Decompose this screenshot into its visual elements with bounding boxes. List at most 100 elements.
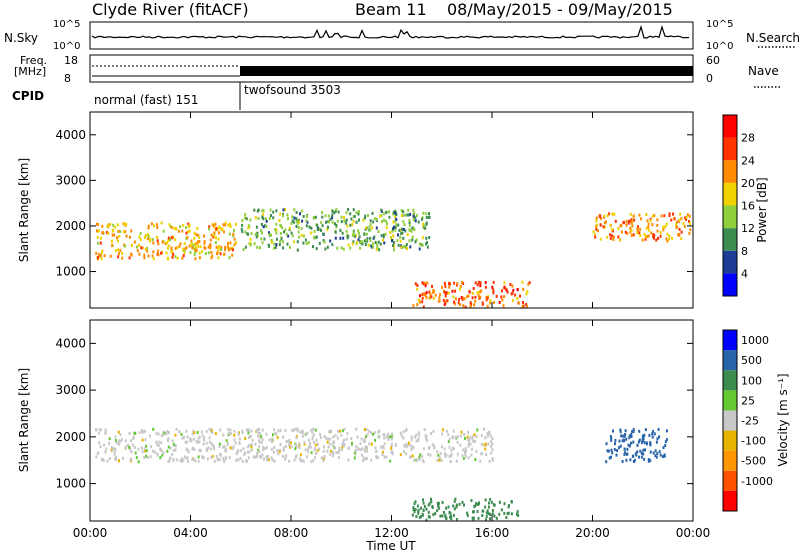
- echo-cell: [214, 432, 217, 436]
- echo-cell: [193, 252, 196, 256]
- echo-cell: [425, 216, 428, 219]
- echo-cell: [238, 437, 241, 441]
- echo-cell: [331, 216, 334, 220]
- echo-cell: [305, 224, 308, 228]
- date-range-label: 08/May/2015 - 09/May/2015: [447, 0, 673, 19]
- echo-cell: [392, 212, 395, 216]
- echo-cell: [100, 257, 103, 261]
- echo-cell: [326, 228, 329, 232]
- echo-cell: [157, 242, 160, 246]
- echo-cell: [309, 442, 312, 445]
- cpid-mode-twofsound: twofsound 3503: [244, 83, 341, 97]
- echo-cell: [501, 289, 503, 293]
- echo-cell: [484, 498, 487, 502]
- echo-cell: [280, 224, 282, 228]
- echo-cell: [295, 211, 298, 214]
- echo-cell: [279, 232, 282, 235]
- echo-cell: [447, 291, 450, 295]
- echo-cell: [666, 232, 669, 236]
- echo-cell: [295, 219, 298, 223]
- x-tick-label: 00:00: [676, 526, 711, 540]
- echo-cell: [405, 452, 408, 456]
- echo-cell: [651, 214, 654, 218]
- echo-cell: [623, 452, 626, 456]
- echo-cell: [203, 246, 206, 249]
- echo-cell: [415, 213, 418, 217]
- echo-cell: [428, 445, 431, 449]
- echo-cell: [343, 444, 346, 448]
- echo-cell: [213, 234, 216, 238]
- noise-sky-label: N.Sky: [4, 31, 38, 45]
- echo-cell: [507, 505, 510, 509]
- echo-cell: [408, 455, 411, 459]
- echo-cell: [323, 445, 325, 449]
- echo-cell: [310, 460, 313, 464]
- echo-cell: [517, 301, 520, 305]
- echo-cell: [416, 287, 419, 291]
- echo-cell: [337, 429, 339, 433]
- echo-cell: [229, 432, 232, 436]
- echo-cell: [298, 442, 301, 445]
- echo-cell: [643, 232, 646, 236]
- echo-cell: [114, 456, 117, 460]
- echo-cell: [605, 460, 608, 464]
- echo-cell: [375, 226, 378, 230]
- echo-cell: [323, 455, 326, 458]
- echo-cell: [414, 508, 417, 511]
- x-tick-label: 20:00: [575, 526, 610, 540]
- echo-cell: [334, 446, 336, 450]
- echo-cell: [329, 239, 332, 243]
- echo-cell: [443, 452, 446, 456]
- echo-cell: [466, 295, 468, 299]
- echo-cell: [425, 507, 428, 511]
- echo-cell: [95, 428, 98, 432]
- echo-cell: [114, 225, 117, 229]
- echo-cell: [264, 447, 267, 450]
- echo-cell: [246, 428, 248, 432]
- echo-cell: [172, 236, 174, 240]
- echo-cell: [400, 434, 403, 438]
- echo-cell: [416, 458, 419, 462]
- echo-cell: [195, 248, 198, 252]
- echo-cell: [316, 442, 319, 446]
- echo-cell: [152, 449, 155, 453]
- echo-cell: [611, 212, 614, 216]
- echo-cell: [150, 445, 153, 449]
- echo-cell: [157, 249, 160, 253]
- echo-cell: [632, 460, 635, 463]
- echo-cell: [190, 239, 193, 243]
- echo-cell: [116, 236, 118, 240]
- echo-cell: [484, 436, 487, 440]
- echo-cell: [149, 239, 151, 243]
- echo-cell: [432, 430, 435, 433]
- echo-cell: [490, 440, 492, 444]
- echo-cell: [279, 443, 282, 447]
- echo-cell: [273, 459, 276, 463]
- echo-cell: [256, 245, 259, 249]
- echo-cell: [247, 226, 250, 230]
- y-tick-label: 3000: [55, 383, 86, 397]
- echo-cell: [406, 233, 409, 236]
- echo-cell: [181, 436, 184, 440]
- echo-cell: [387, 432, 390, 436]
- echo-cell: [631, 430, 634, 434]
- cpid-mode-normal: normal (fast) 151: [94, 93, 198, 107]
- echo-cell: [213, 459, 216, 463]
- echo-cell: [209, 238, 212, 242]
- echo-cell: [121, 256, 124, 260]
- echo-cell: [413, 228, 416, 232]
- echo-cell: [419, 453, 422, 457]
- echo-cell: [298, 457, 301, 461]
- echo-cell: [218, 444, 221, 448]
- echo-cell: [116, 239, 119, 243]
- noise-panel-frame: [89, 21, 694, 50]
- echo-cell: [608, 456, 611, 460]
- echo-cell: [347, 458, 350, 462]
- echo-cell: [425, 212, 428, 216]
- echo-cell: [224, 221, 227, 225]
- echo-cell: [685, 217, 688, 221]
- echo-cell: [408, 441, 410, 445]
- echo-cell: [373, 235, 376, 239]
- echo-cell: [404, 213, 406, 217]
- echo-cell: [159, 456, 162, 460]
